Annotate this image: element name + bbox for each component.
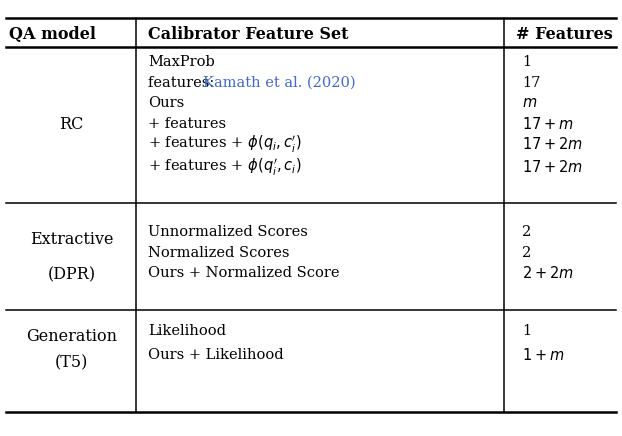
Text: + features + $\phi(q_i^{\prime}, c_i)$: + features + $\phi(q_i^{\prime}, c_i)$ — [148, 157, 302, 177]
Text: QA model: QA model — [9, 26, 96, 42]
Text: + features: + features — [148, 117, 226, 131]
Text: Ours + Normalized Score: Ours + Normalized Score — [148, 266, 340, 280]
Text: Unnormalized Scores: Unnormalized Scores — [148, 225, 308, 239]
Text: $1 + m$: $1 + m$ — [522, 347, 565, 363]
Text: MaxProb: MaxProb — [148, 55, 215, 69]
Text: (DPR): (DPR) — [47, 266, 96, 283]
Text: $17 + 2m$: $17 + 2m$ — [522, 136, 583, 152]
Text: Generation: Generation — [26, 328, 117, 345]
Text: 1: 1 — [522, 324, 532, 338]
Text: 17: 17 — [522, 76, 541, 90]
Text: (T5): (T5) — [55, 354, 88, 371]
Text: $2 + 2m$: $2 + 2m$ — [522, 266, 574, 281]
Text: Ours + Likelihood: Ours + Likelihood — [148, 348, 284, 362]
Text: Likelihood: Likelihood — [148, 324, 226, 338]
Text: Kamath et al. (2020): Kamath et al. (2020) — [203, 76, 355, 90]
Text: + features + $\phi(q_i, c_i^{\prime})$: + features + $\phi(q_i, c_i^{\prime})$ — [148, 134, 302, 155]
Text: $17 + 2m$: $17 + 2m$ — [522, 159, 583, 175]
Text: # Features: # Features — [516, 26, 613, 42]
Text: $m$: $m$ — [522, 96, 538, 110]
Text: Ours: Ours — [148, 96, 184, 110]
Text: Extractive: Extractive — [30, 232, 113, 248]
Text: RC: RC — [59, 116, 84, 133]
Text: 1: 1 — [522, 55, 532, 69]
Text: 2: 2 — [522, 246, 532, 260]
Text: $17 + m$: $17 + m$ — [522, 116, 574, 132]
Text: features:: features: — [148, 76, 219, 90]
Text: Normalized Scores: Normalized Scores — [148, 246, 289, 260]
Text: 2: 2 — [522, 225, 532, 239]
Text: Calibrator Feature Set: Calibrator Feature Set — [148, 26, 348, 42]
